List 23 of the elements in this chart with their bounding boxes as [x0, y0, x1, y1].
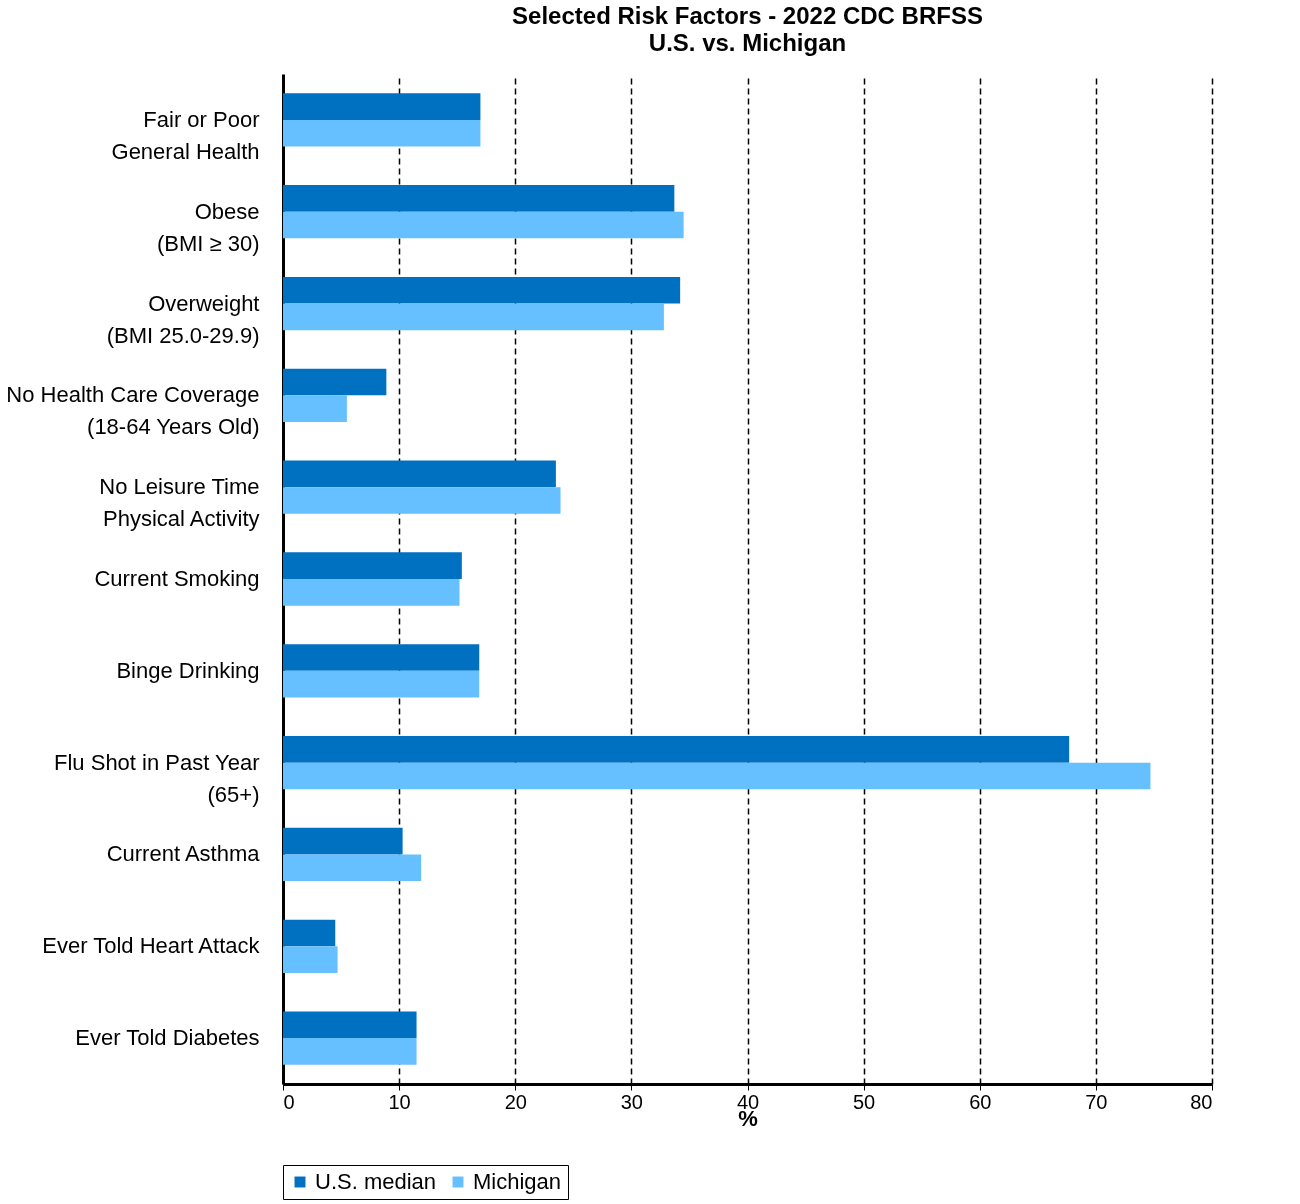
x-tick-label: 30	[620, 1090, 643, 1113]
y-tick-label: No Health Care Coverage (18-64 Years Old)	[6, 382, 260, 440]
y-tick-label: Current Asthma	[106, 841, 261, 867]
x-tick-label: 10	[388, 1090, 411, 1113]
y-tick-label: Overweight (BMI 25.0-29.9)	[106, 290, 260, 348]
y-tick-label: Flu Shot in Past Year (65+)	[54, 749, 260, 807]
x-tick-label: 0	[283, 1090, 295, 1113]
chart-subtitle: U.S. vs. Michigan	[648, 29, 847, 56]
legend-label: U.S. median	[315, 1169, 437, 1194]
x-tick-label: 20	[504, 1090, 527, 1113]
x-tick-label: 70	[1085, 1090, 1108, 1113]
legend-label: Michigan	[473, 1169, 562, 1194]
y-tick-label: Current Smoking	[94, 566, 260, 591]
x-tick-label: 80	[1190, 1090, 1213, 1113]
y-tick-label: No Leisure Time Physical Activity	[99, 474, 260, 532]
chart-title: Selected Risk Factors - 2022 CDC BRFSS	[512, 2, 983, 29]
y-tick-label: Ever Told Heart Attack	[42, 933, 261, 959]
y-tick-label: Fair or Poor General Health	[111, 106, 260, 164]
y-tick-label: Binge Drinking	[116, 657, 260, 683]
y-tick-label: Ever Told Diabetes	[75, 1025, 260, 1051]
x-tick-label: 60	[969, 1090, 992, 1113]
y-tick-label: Obese (BMI ≥ 30)	[156, 198, 260, 256]
x-tick-label: 50	[853, 1090, 876, 1113]
